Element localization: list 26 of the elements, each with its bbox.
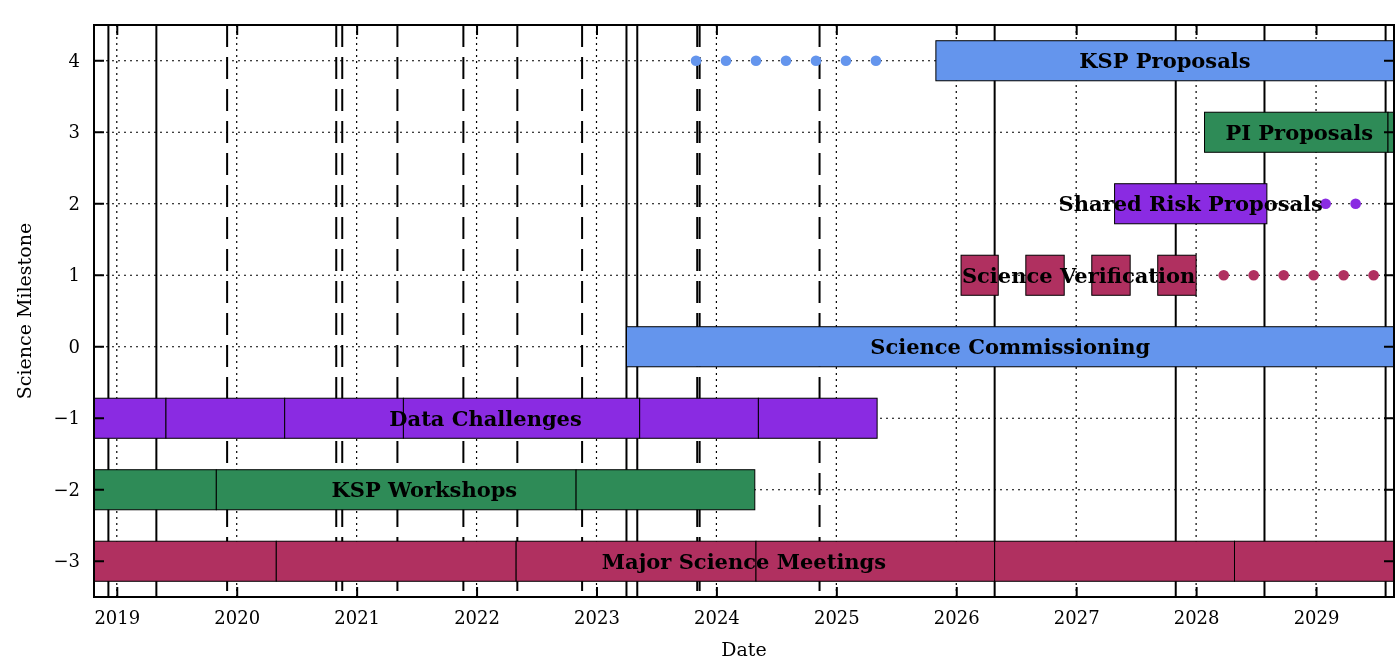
x-tick-label: 2019: [94, 606, 141, 628]
y-tick-label: 4: [68, 49, 80, 71]
y-tick-label: 0: [68, 335, 80, 357]
y-tick-label: −3: [53, 550, 80, 572]
x-tick-label: 2027: [1053, 606, 1100, 628]
x-tick-label: 2024: [694, 606, 740, 628]
x-tick-label: 2028: [1173, 606, 1220, 628]
x-axis-title: Date: [721, 638, 767, 660]
y-axis-title: Science Milestone: [13, 222, 35, 400]
x-tick-label: 2020: [214, 606, 261, 628]
x-tick-label: 2023: [574, 606, 620, 628]
point: [870, 55, 882, 67]
annotation: PI Proposals: [1225, 119, 1374, 145]
y-tick-label: −1: [53, 407, 80, 429]
y-tick-label: 1: [68, 264, 80, 286]
annotation: KSP Proposals: [1079, 48, 1251, 74]
x-tick-label: 2029: [1293, 606, 1340, 628]
annotation: KSP Workshops: [331, 477, 518, 503]
x-tick-label: 2021: [334, 606, 381, 628]
y-tick-label: −2: [53, 478, 80, 500]
x-tick-label: 2026: [933, 606, 980, 628]
annotation: Science Commissioning: [870, 334, 1151, 360]
y-tick-label: 3: [68, 121, 80, 143]
x-tick-label: 2025: [813, 606, 860, 628]
y-tick-label: 2: [68, 192, 80, 214]
x-tick-label: 2022: [454, 606, 500, 628]
